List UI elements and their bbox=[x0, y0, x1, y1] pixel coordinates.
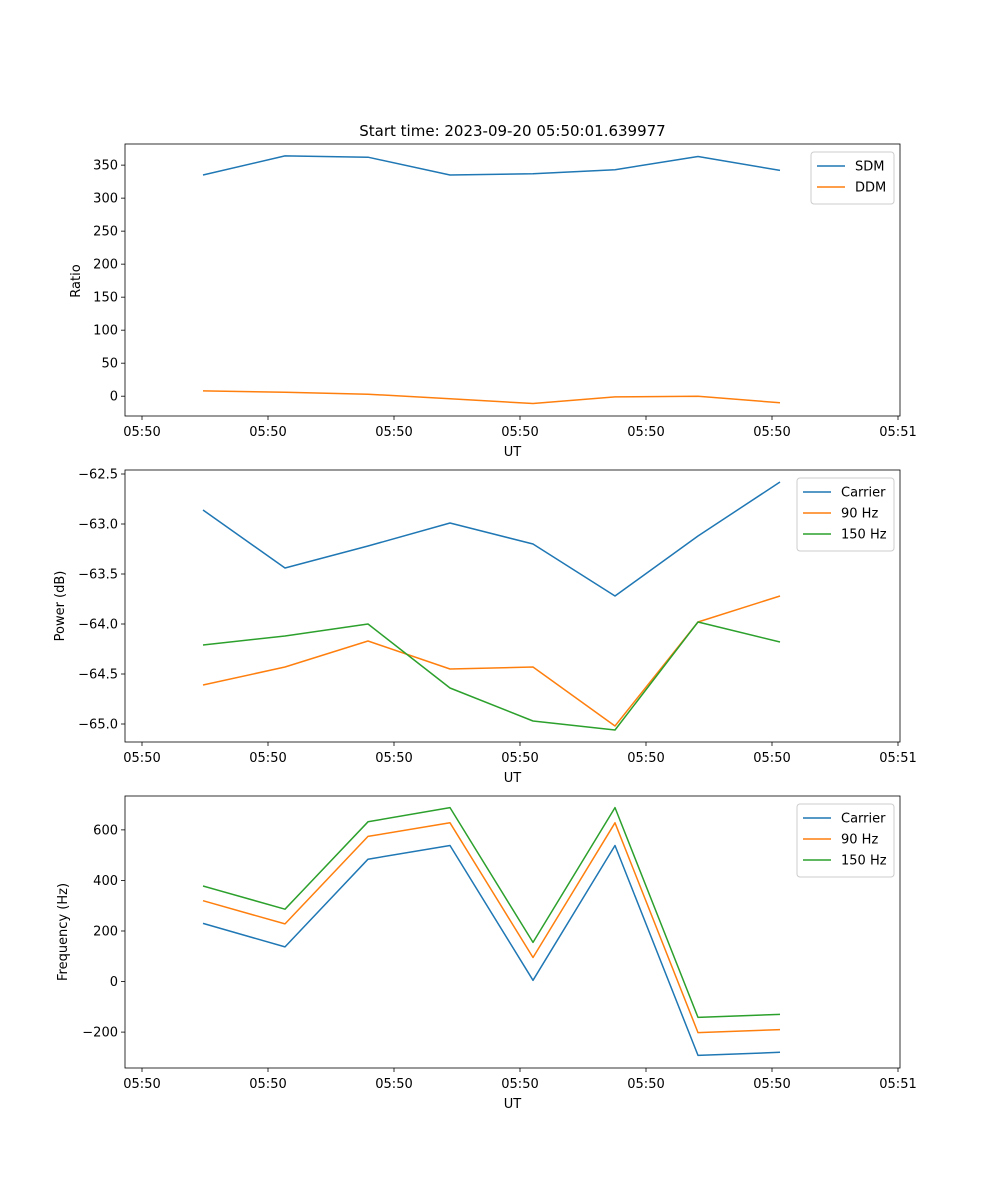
ratio-x-axis-label: UT bbox=[504, 445, 522, 460]
power-y-axis-label: Power (dB) bbox=[53, 571, 68, 642]
ratio-panel: UT Ratio 05:50 05:50 05:50 05:50 05:50 05:50 0… bbox=[69, 143, 917, 460]
ratio-y-tick-label: 150 bbox=[93, 291, 118, 306]
frequency-legend-label: 150 Hz bbox=[841, 854, 887, 869]
frequency-x-tick-label: 05:50 bbox=[753, 1077, 790, 1092]
ratio-legend-label: SDM bbox=[855, 160, 884, 175]
ratio-y-tick-label: 200 bbox=[93, 258, 118, 273]
ratio-x-tick-label: 05:50 bbox=[249, 425, 286, 440]
frequency-legend bbox=[796, 803, 895, 878]
power-panel: UT Power (dB) 05:50 05:50 05:50 05:50 05:50 0… bbox=[53, 468, 917, 787]
power-x-tick-label: 05:50 bbox=[627, 751, 664, 766]
frequency-x-axis-label: UT bbox=[504, 1097, 522, 1112]
frequency-series-line-90-hz bbox=[202, 822, 781, 1034]
frequency-legend-label: 90 Hz bbox=[841, 833, 878, 848]
ratio-legend bbox=[810, 151, 895, 205]
frequency-panel: UT Frequency (Hz) 05:50 05:50 05:50 05:50 05… bbox=[56, 795, 917, 1112]
power-x-tick-label: 05:50 bbox=[123, 751, 160, 766]
chart-title: Start time: 2023-09-20 05:50:01.639977 bbox=[359, 122, 665, 140]
power-y-tick-label: −63.0 bbox=[78, 518, 118, 533]
frequency-y-tick-label: 0 bbox=[110, 975, 118, 990]
ratio-axes-frame bbox=[124, 143, 901, 417]
frequency-series-line-carrier bbox=[202, 844, 781, 1057]
power-legend-label: 150 Hz bbox=[841, 528, 887, 543]
frequency-x-tick-label: 05:51 bbox=[879, 1077, 916, 1092]
ratio-series-line-ddm bbox=[202, 390, 781, 405]
frequency-x-tick-label: 05:50 bbox=[627, 1077, 664, 1092]
frequency-legend-label: Carrier bbox=[841, 812, 886, 827]
frequency-x-tick-label: 05:50 bbox=[123, 1077, 160, 1092]
frequency-y-tick-label: 200 bbox=[93, 924, 118, 939]
ratio-x-tick-label: 05:50 bbox=[501, 425, 538, 440]
ratio-x-tick-label: 05:50 bbox=[753, 425, 790, 440]
ratio-x-tick-label: 05:50 bbox=[375, 425, 412, 440]
ratio-x-tick-label: 05:50 bbox=[123, 425, 160, 440]
power-y-tick-label: −64.5 bbox=[78, 668, 118, 683]
power-x-tick-label: 05:50 bbox=[753, 751, 790, 766]
power-y-tick-label: −63.5 bbox=[78, 568, 118, 583]
ratio-series-line-sdm bbox=[202, 155, 781, 176]
ratio-y-tick-label: 50 bbox=[101, 357, 118, 372]
frequency-y-axis-label: Frequency (Hz) bbox=[56, 883, 71, 981]
ratio-y-tick-label: 100 bbox=[93, 324, 118, 339]
frequency-series-line-150-hz bbox=[202, 806, 781, 1019]
ratio-y-axis-label: Ratio bbox=[69, 264, 84, 297]
power-legend bbox=[796, 477, 895, 552]
power-axes-frame bbox=[124, 469, 901, 743]
ratio-y-tick-label: 250 bbox=[93, 225, 118, 240]
power-legend-label: Carrier bbox=[841, 486, 886, 501]
power-y-tick-label: −62.5 bbox=[78, 468, 118, 483]
power-x-tick-label: 05:50 bbox=[375, 751, 412, 766]
frequency-axes-frame bbox=[124, 795, 901, 1069]
ratio-x-tick-label: 05:51 bbox=[879, 425, 916, 440]
ratio-y-tick-label: 300 bbox=[93, 192, 118, 207]
frequency-x-tick-label: 05:50 bbox=[375, 1077, 412, 1092]
power-x-axis-label: UT bbox=[504, 771, 522, 786]
frequency-y-tick-label: 400 bbox=[93, 874, 118, 889]
frequency-y-tick-label: −200 bbox=[82, 1026, 118, 1041]
power-x-tick-label: 05:50 bbox=[501, 751, 538, 766]
power-legend-label: 90 Hz bbox=[841, 507, 878, 522]
ratio-x-tick-label: 05:50 bbox=[627, 425, 664, 440]
frequency-x-tick-label: 05:50 bbox=[501, 1077, 538, 1092]
power-x-tick-label: 05:51 bbox=[879, 751, 916, 766]
ratio-legend-label: DDM bbox=[855, 181, 886, 196]
frequency-y-tick-label: 600 bbox=[93, 823, 118, 838]
power-series-line-carrier bbox=[202, 481, 781, 597]
ratio-y-tick-label: 0 bbox=[110, 390, 118, 405]
power-y-tick-label: −64.0 bbox=[78, 618, 118, 633]
power-x-tick-label: 05:50 bbox=[249, 751, 286, 766]
ratio-y-tick-label: 350 bbox=[93, 159, 118, 174]
power-y-tick-label: −65.0 bbox=[78, 718, 118, 733]
power-series-line-150-hz bbox=[202, 621, 781, 731]
frequency-x-tick-label: 05:50 bbox=[249, 1077, 286, 1092]
